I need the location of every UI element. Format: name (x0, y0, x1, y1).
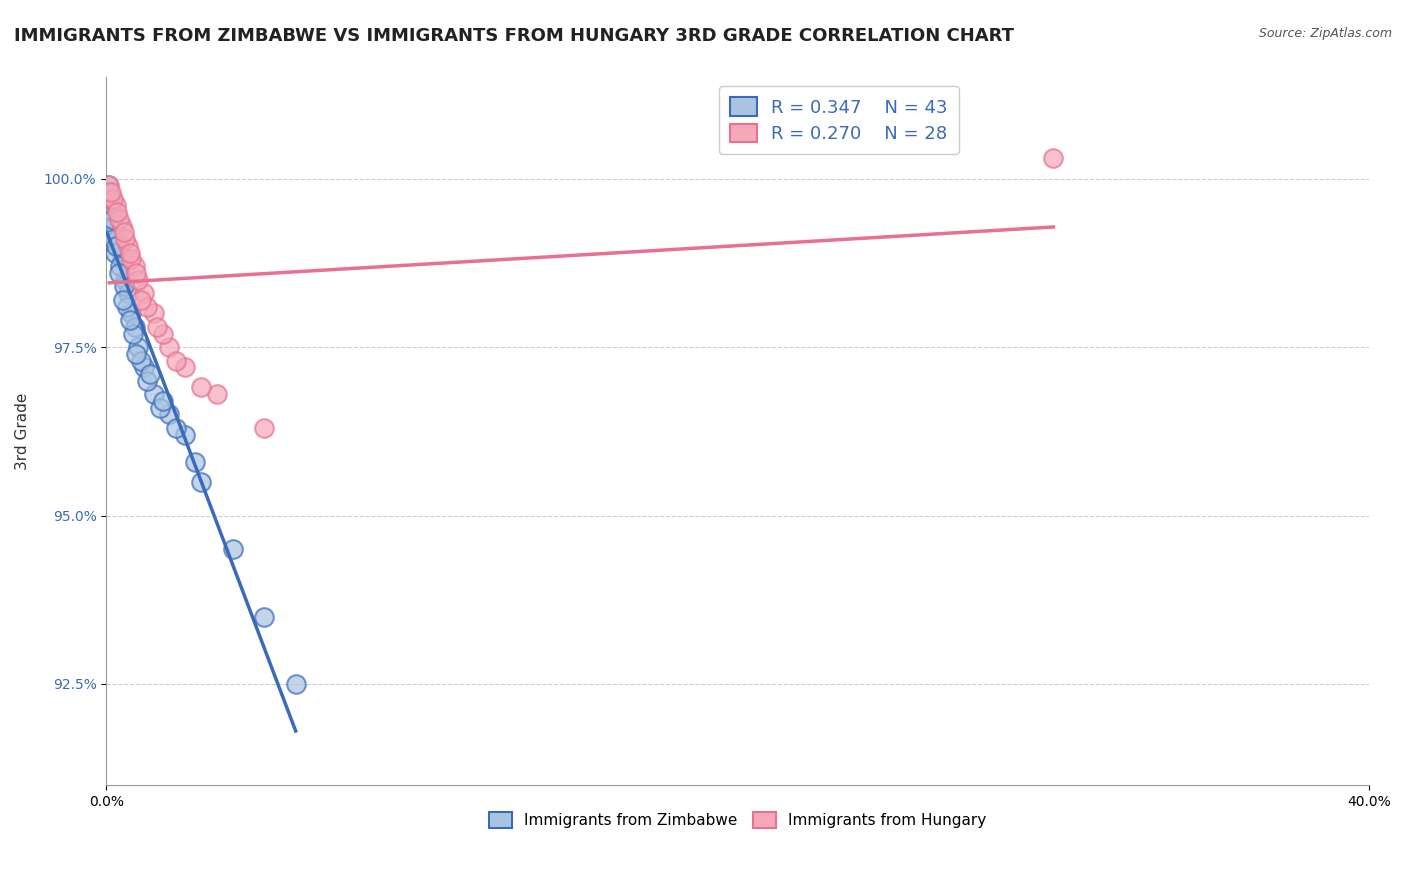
Legend: Immigrants from Zimbabwe, Immigrants from Hungary: Immigrants from Zimbabwe, Immigrants fro… (484, 805, 993, 834)
Point (152, 326, 174, 341)
Point (124, 319, 146, 334)
Point (111, 293, 134, 307)
Point (118, 245, 141, 260)
Point (157, 408, 180, 422)
Point (121, 306, 143, 320)
Point (111, 252, 134, 267)
Point (129, 353, 152, 368)
Point (104, 226, 127, 240)
Point (108, 211, 131, 226)
Point (110, 259, 132, 273)
Point (221, 542, 243, 557)
Point (105, 205, 128, 219)
Point (152, 393, 174, 408)
Point (253, 609, 276, 624)
Point (136, 374, 159, 388)
Point (253, 421, 276, 435)
Point (284, 677, 307, 691)
Point (101, 205, 124, 219)
Point (101, 192, 124, 206)
Point (127, 272, 149, 286)
Point (127, 340, 149, 354)
Point (105, 232, 128, 246)
Point (117, 286, 139, 301)
Text: Source: ZipAtlas.com: Source: ZipAtlas.com (1258, 27, 1392, 40)
Point (98, 185, 121, 199)
Point (190, 475, 212, 489)
Point (165, 353, 187, 368)
Point (1042, 151, 1064, 165)
Point (112, 279, 135, 293)
Point (105, 239, 128, 253)
Point (142, 387, 165, 401)
Point (108, 239, 131, 253)
Point (129, 293, 152, 307)
Point (97, 178, 120, 193)
Point (157, 340, 180, 354)
Point (115, 300, 138, 314)
Point (100, 198, 122, 212)
Point (190, 380, 212, 394)
Point (174, 427, 197, 442)
Point (103, 219, 125, 233)
Point (205, 387, 228, 401)
Point (174, 360, 197, 375)
Point (142, 306, 165, 320)
Point (101, 211, 124, 226)
Point (101, 232, 124, 246)
Point (149, 401, 172, 415)
Point (183, 454, 205, 468)
Point (104, 198, 127, 212)
Point (108, 266, 131, 280)
Point (97, 185, 120, 199)
Point (100, 185, 122, 199)
Point (139, 367, 162, 381)
Point (121, 252, 143, 267)
Point (112, 226, 135, 240)
Point (114, 232, 136, 246)
Point (134, 360, 156, 375)
Point (98, 192, 121, 206)
Point (136, 300, 159, 314)
Text: IMMIGRANTS FROM ZIMBABWE VS IMMIGRANTS FROM HUNGARY 3RD GRADE CORRELATION CHART: IMMIGRANTS FROM ZIMBABWE VS IMMIGRANTS F… (14, 27, 1014, 45)
Point (125, 266, 148, 280)
Y-axis label: 3rd Grade: 3rd Grade (15, 392, 30, 470)
Point (104, 245, 127, 260)
Point (124, 259, 146, 273)
Point (122, 326, 145, 341)
Point (165, 421, 187, 435)
Point (114, 272, 136, 286)
Point (145, 319, 167, 334)
Point (111, 219, 134, 233)
Point (125, 347, 148, 361)
Point (118, 313, 141, 327)
Point (98, 178, 121, 193)
Point (117, 239, 139, 253)
Point (134, 286, 156, 301)
